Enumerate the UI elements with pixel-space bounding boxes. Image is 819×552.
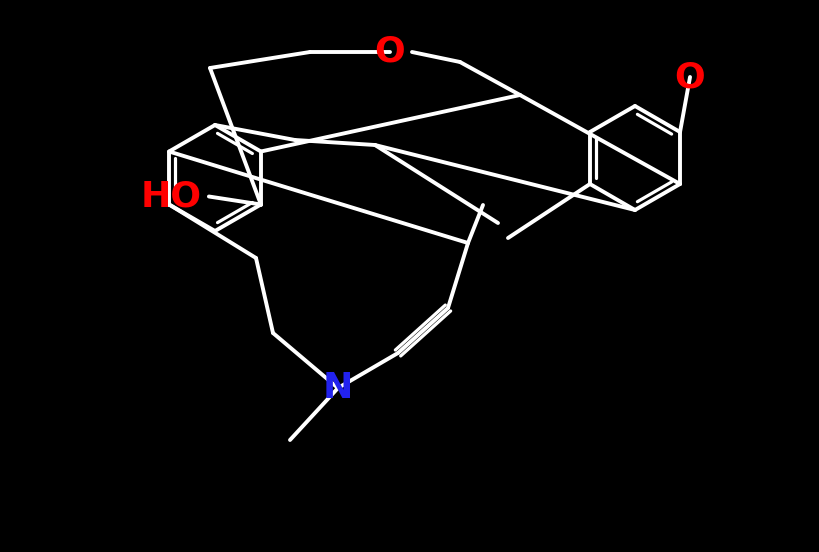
Text: N: N	[323, 371, 353, 405]
Text: HO: HO	[140, 179, 201, 214]
Text: O: O	[374, 35, 405, 69]
Text: O: O	[674, 60, 704, 94]
